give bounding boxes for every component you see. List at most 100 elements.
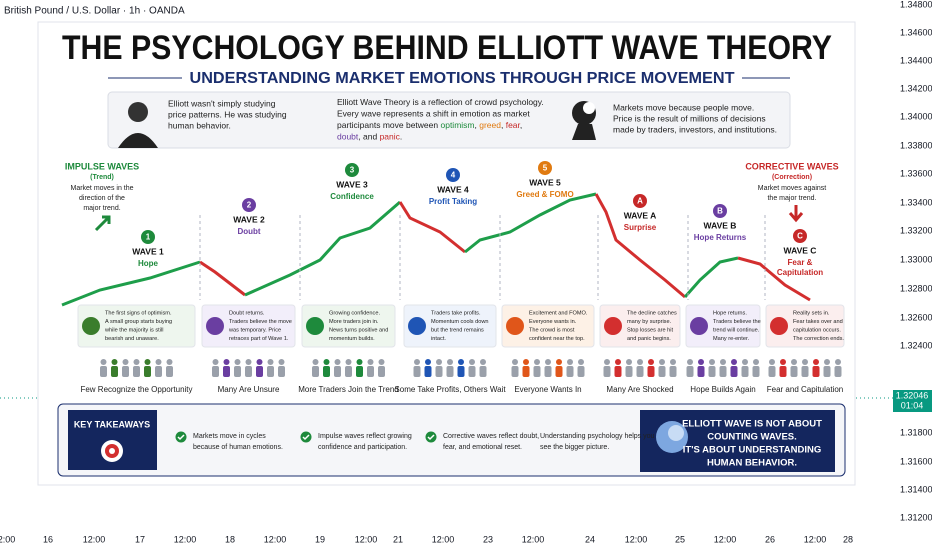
- symbol-header: British Pound / U.S. Dollar · 1h · OANDA: [4, 6, 185, 17]
- person-body: [636, 366, 644, 377]
- person-head: [556, 359, 562, 365]
- price-tag: [893, 390, 932, 412]
- crowd-caption: Few Recognize the Opportunity: [80, 385, 192, 394]
- person-body: [267, 366, 274, 377]
- price-tick: 1.34400: [900, 55, 932, 65]
- person-head: [436, 359, 442, 365]
- card-text: Reality sets in.: [793, 310, 830, 316]
- person-head: [769, 359, 775, 365]
- person-head: [367, 359, 374, 365]
- price-tick: 1.33200: [900, 225, 932, 235]
- person-head: [312, 359, 319, 365]
- intro-text: Price is the result of millions of decis…: [613, 113, 766, 123]
- time-tick: 21: [393, 534, 403, 544]
- person-head: [780, 359, 786, 365]
- time-tick: 17: [135, 534, 145, 544]
- intro-segment: panic: [380, 132, 401, 142]
- time-tick: 12:00: [625, 534, 648, 544]
- up-arrow: [94, 215, 111, 232]
- card-icon: [604, 317, 622, 335]
- intro-segment: ,: [475, 120, 480, 130]
- person-head: [720, 359, 726, 365]
- person-body: [166, 366, 173, 377]
- card-text: intact.: [431, 336, 446, 342]
- takeaway-text: confidence and participation.: [318, 444, 407, 451]
- card-icon: [770, 317, 788, 335]
- card: [403, 304, 497, 348]
- time-tick: 12:00: [714, 534, 737, 544]
- person-head: [469, 359, 475, 365]
- time-tick: 12:00: [432, 534, 455, 544]
- crowd-caption: Some Take Profits, Others Wait: [394, 385, 506, 394]
- person-head: [356, 359, 363, 365]
- wave-emotion: Fear &: [788, 258, 813, 267]
- person-body: [446, 366, 454, 377]
- wave-emotion: Surprise: [624, 223, 657, 232]
- person-body: [669, 366, 677, 377]
- check-mark: [427, 434, 435, 441]
- intro-segment: .: [400, 132, 402, 142]
- wave-badge-text: 1: [146, 233, 151, 242]
- person-head: [512, 359, 518, 365]
- person-body: [658, 366, 666, 377]
- card-icon: [206, 317, 224, 335]
- crowd-caption: Many Are Shocked: [606, 385, 673, 394]
- person-head: [155, 359, 162, 365]
- person-body: [697, 366, 705, 377]
- intro-text: made by traders, investors, and institut…: [613, 124, 777, 134]
- person-body: [278, 366, 285, 377]
- card-text: Momentum cools down: [431, 319, 489, 325]
- section-title: IMPULSE WAVES: [65, 161, 139, 171]
- wave-badge: [538, 161, 552, 175]
- takeaways-title: KEY TAKEAWAYS: [74, 419, 150, 429]
- card-text: The decline catches: [627, 310, 677, 316]
- person-body: [555, 366, 563, 377]
- section-text: major trend.: [83, 205, 120, 212]
- person-body: [155, 366, 162, 377]
- wave-badge-text: B: [717, 207, 723, 216]
- intro-segment: ,: [501, 120, 506, 130]
- callout-text: COUNTING WAVES.: [707, 432, 797, 443]
- time-tick: 23: [483, 534, 493, 544]
- person-head: [100, 359, 107, 365]
- person-head: [345, 359, 352, 365]
- card-text: Growing confidence.: [329, 310, 380, 316]
- price-tick: 1.34000: [900, 111, 932, 121]
- intro-segment: optimism: [440, 120, 474, 130]
- person-head: [223, 359, 230, 365]
- price-tick: 1.32600: [900, 312, 932, 322]
- person-body: [625, 366, 633, 377]
- wave-emotion: Greed & FOMO: [516, 190, 573, 199]
- card: [501, 304, 595, 348]
- person-body: [741, 366, 749, 377]
- check-mark: [302, 434, 310, 441]
- card-text: but the trend remains: [431, 327, 484, 333]
- person-body: [457, 366, 465, 377]
- person-head: [245, 359, 252, 365]
- card: [685, 304, 761, 348]
- card: [599, 304, 681, 348]
- check-mark: [177, 434, 185, 441]
- person-head: [425, 359, 431, 365]
- card-text: bearish and unaware.: [105, 336, 159, 342]
- price-tick: 1.31400: [900, 484, 932, 494]
- card-text: A small group starts buying: [105, 319, 172, 325]
- intro-segment: doubt: [337, 132, 359, 142]
- person-body: [413, 366, 421, 377]
- person-body: [479, 366, 487, 377]
- person-body: [544, 366, 552, 377]
- wave-badge-text: 3: [350, 166, 355, 175]
- price-tick: 1.34600: [900, 27, 932, 37]
- person-body: [790, 366, 798, 377]
- wave-badge: [633, 194, 647, 208]
- person-body: [334, 366, 341, 377]
- countdown: 01:04: [901, 400, 924, 410]
- person-head: [234, 359, 241, 365]
- person-body: [133, 366, 140, 377]
- wave-label: WAVE 4: [437, 184, 469, 194]
- wave-badge-text: 5: [543, 164, 548, 173]
- person-head: [567, 359, 573, 365]
- wave-emotion: Doubt: [237, 227, 260, 236]
- intro-text: Every wave represents a shift in emotion…: [337, 109, 530, 119]
